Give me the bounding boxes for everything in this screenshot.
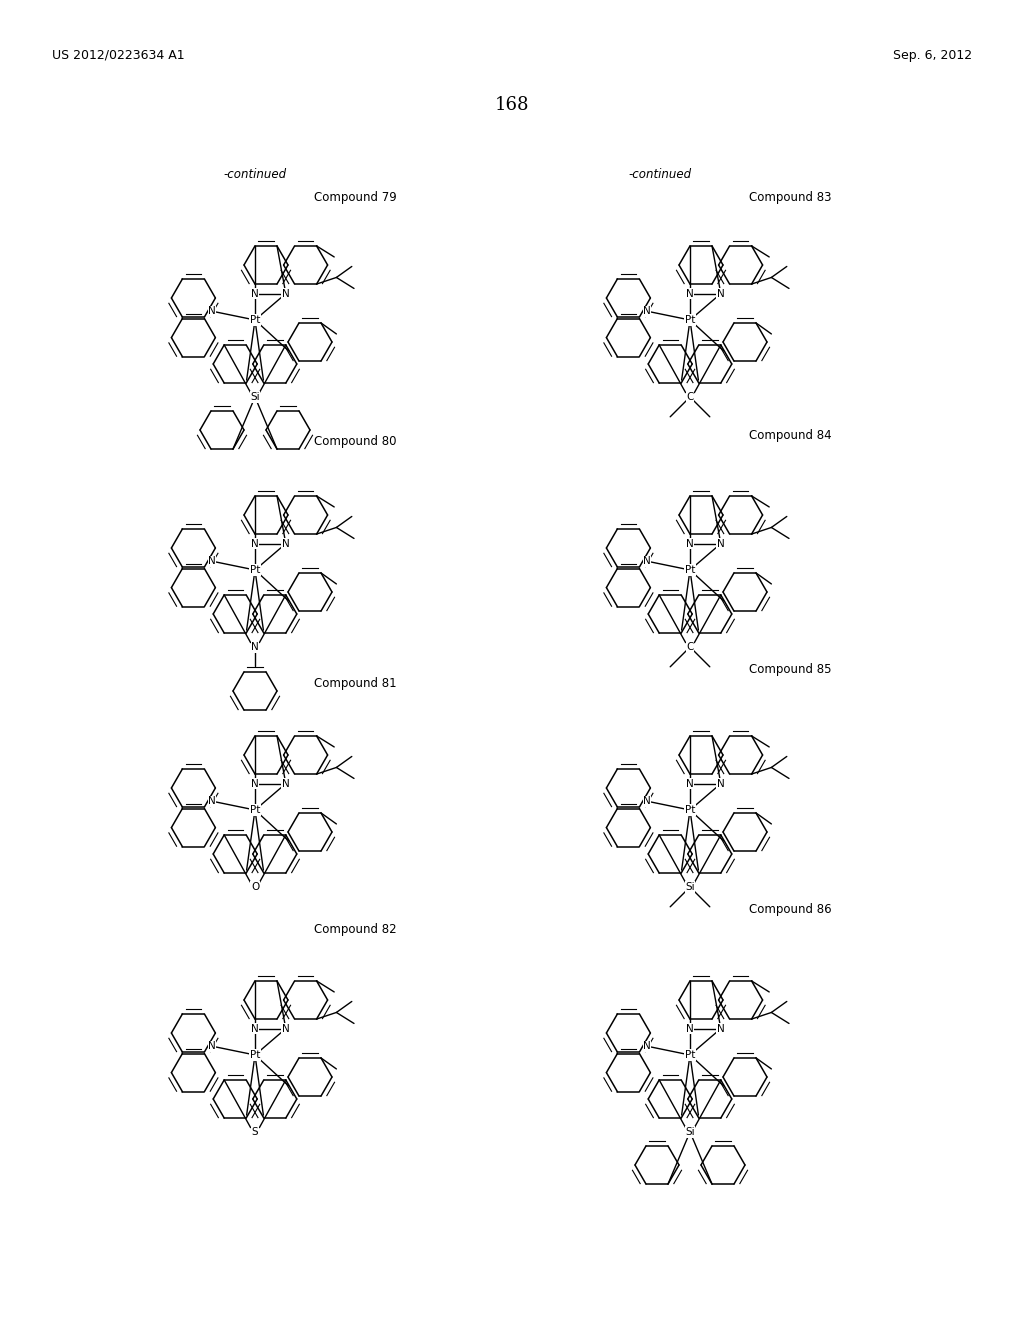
Text: Pt: Pt: [685, 1049, 695, 1060]
Text: Pt: Pt: [250, 805, 260, 814]
Text: Pt: Pt: [685, 315, 695, 325]
Text: N: N: [282, 539, 290, 549]
Text: Pt: Pt: [250, 565, 260, 576]
Text: N: N: [282, 1023, 290, 1034]
Text: N: N: [643, 306, 651, 317]
Text: N: N: [251, 1023, 259, 1034]
Text: -continued: -continued: [629, 169, 691, 181]
Text: N: N: [717, 289, 725, 298]
Text: N: N: [686, 1023, 694, 1034]
Text: N: N: [686, 779, 694, 788]
Text: O: O: [251, 882, 259, 892]
Text: N: N: [251, 779, 259, 788]
Text: N: N: [208, 556, 216, 566]
Text: N: N: [717, 1023, 725, 1034]
Text: N: N: [643, 556, 651, 566]
Text: Compound 85: Compound 85: [749, 664, 831, 676]
Text: N: N: [282, 289, 290, 298]
Text: -continued: -continued: [223, 169, 287, 181]
Text: C: C: [686, 392, 693, 403]
Text: N: N: [686, 539, 694, 549]
Text: 168: 168: [495, 96, 529, 114]
Text: Pt: Pt: [685, 565, 695, 576]
Text: N: N: [643, 1041, 651, 1051]
Text: N: N: [251, 642, 259, 652]
Text: Compound 80: Compound 80: [313, 436, 396, 449]
Text: N: N: [717, 539, 725, 549]
Text: Compound 82: Compound 82: [313, 924, 396, 936]
Text: N: N: [717, 779, 725, 788]
Text: Pt: Pt: [250, 315, 260, 325]
Text: C: C: [686, 642, 693, 652]
Text: N: N: [208, 306, 216, 317]
Text: Si: Si: [685, 882, 695, 892]
Text: Si: Si: [250, 392, 260, 403]
Text: Compound 86: Compound 86: [749, 903, 831, 916]
Text: Compound 81: Compound 81: [313, 676, 396, 689]
Text: Pt: Pt: [685, 805, 695, 814]
Text: S: S: [252, 1127, 258, 1137]
Text: Compound 84: Compound 84: [749, 429, 831, 441]
Text: Pt: Pt: [250, 1049, 260, 1060]
Text: N: N: [686, 289, 694, 298]
Text: N: N: [282, 779, 290, 788]
Text: N: N: [208, 1041, 216, 1051]
Text: Compound 79: Compound 79: [313, 191, 396, 205]
Text: Sep. 6, 2012: Sep. 6, 2012: [893, 49, 972, 62]
Text: N: N: [208, 796, 216, 807]
Text: Si: Si: [685, 1127, 695, 1137]
Text: N: N: [643, 796, 651, 807]
Text: US 2012/0223634 A1: US 2012/0223634 A1: [52, 49, 184, 62]
Text: N: N: [251, 539, 259, 549]
Text: Compound 83: Compound 83: [749, 191, 831, 205]
Text: N: N: [251, 289, 259, 298]
